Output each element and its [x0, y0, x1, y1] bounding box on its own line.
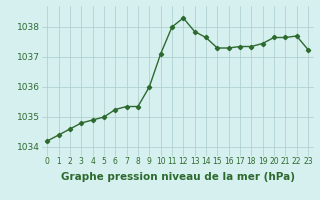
X-axis label: Graphe pression niveau de la mer (hPa): Graphe pression niveau de la mer (hPa)	[60, 172, 295, 182]
